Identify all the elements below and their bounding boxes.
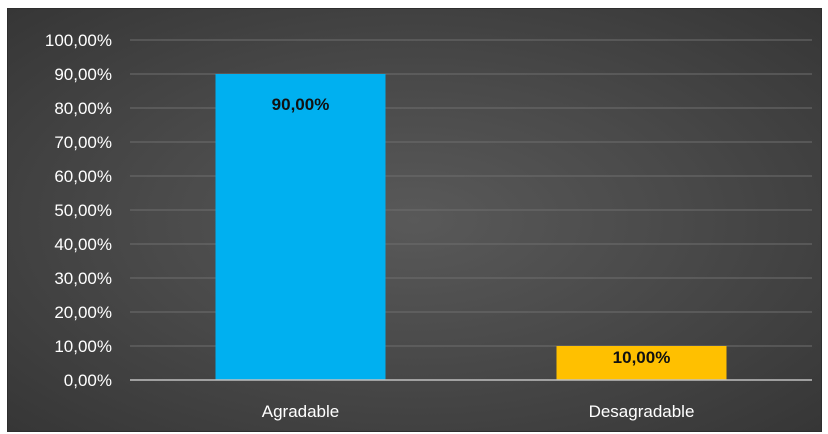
y-tick-label: 30,00% <box>54 269 112 288</box>
y-tick-label: 50,00% <box>54 201 112 220</box>
bars <box>215 74 727 380</box>
y-tick-label: 20,00% <box>54 303 112 322</box>
x-category-label: Desagradable <box>589 402 695 421</box>
data-label: 90,00% <box>272 95 330 114</box>
y-tick-label: 90,00% <box>54 65 112 84</box>
x-category-label: Agradable <box>262 402 340 421</box>
y-tick-label: 40,00% <box>54 235 112 254</box>
y-tick-label: 60,00% <box>54 167 112 186</box>
y-axis-ticks: 0,00% 10,00% 20,00% 30,00% 40,00% 50,00% 60,00… <box>45 31 112 390</box>
y-tick-label: 100,00% <box>45 31 112 50</box>
y-tick-label: 10,00% <box>54 337 112 356</box>
bar-agradable <box>215 74 386 380</box>
y-tick-label: 80,00% <box>54 99 112 118</box>
data-labels: 90,00% 10,00% <box>272 95 671 367</box>
x-axis-categories: Agradable Desagradable <box>262 402 695 421</box>
bar-desagradable <box>556 346 727 380</box>
y-tick-label: 70,00% <box>54 133 112 152</box>
y-tick-label: 0,00% <box>64 371 112 390</box>
data-label: 10,00% <box>613 348 671 367</box>
